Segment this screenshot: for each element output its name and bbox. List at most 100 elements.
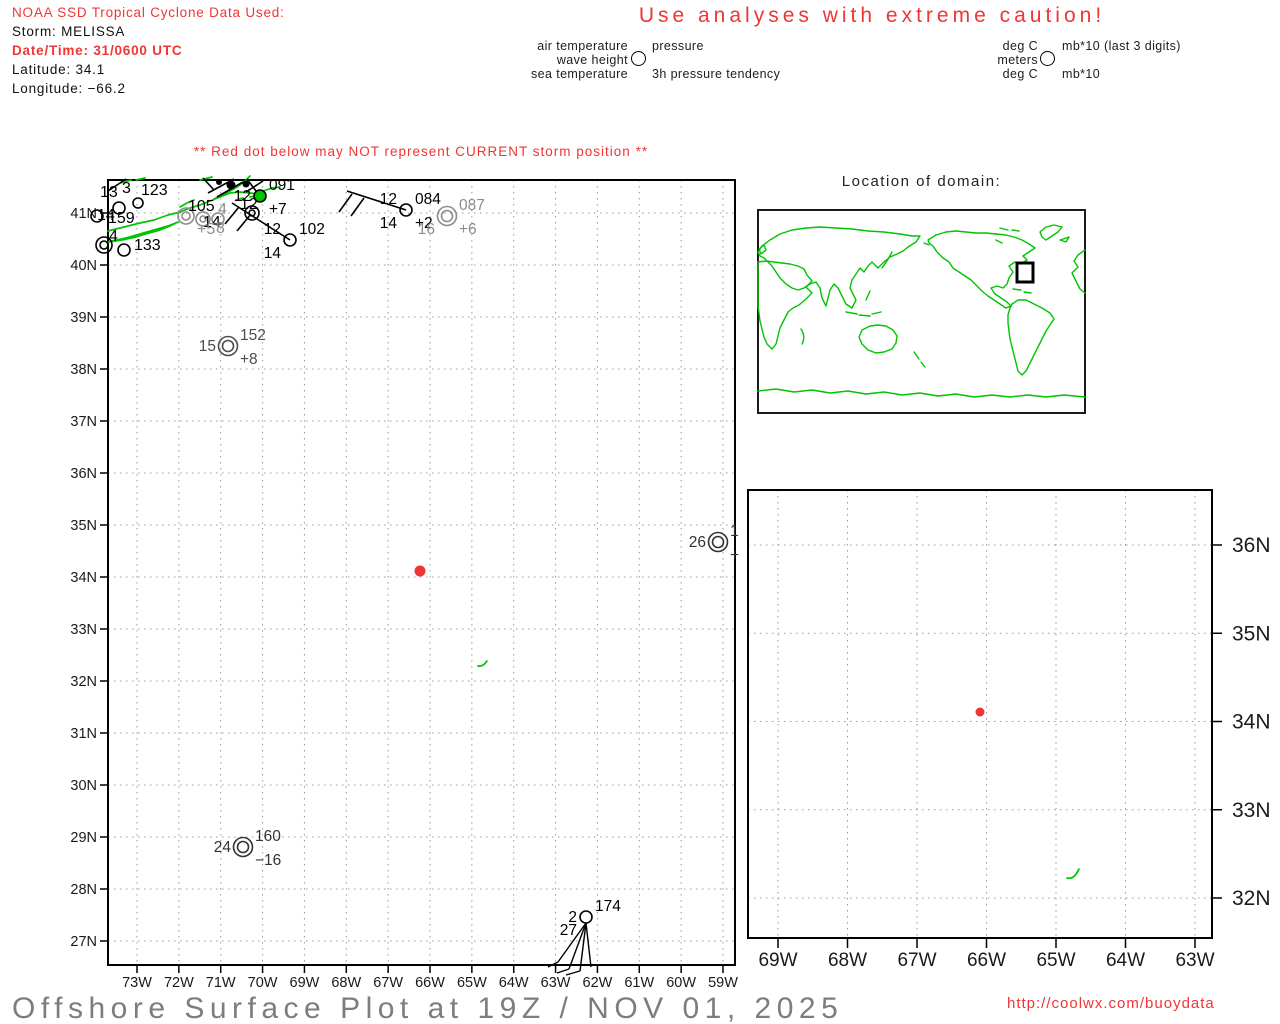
lon-tick-label: 68W: [331, 975, 361, 991]
wind-barb-feather: [556, 968, 570, 974]
continent-outline: [758, 244, 767, 255]
wind-barb-line: [246, 178, 257, 192]
wind-barb-line: [107, 178, 127, 192]
coastline: [107, 191, 259, 232]
lat-tick-label: 35N: [1232, 622, 1271, 645]
domain-rectangle: [1015, 261, 1035, 284]
source-url: http://coolwx.com/buoydata: [1007, 995, 1215, 1012]
legend-units-mb10-digits-label: mb*10 (last 3 digits): [1062, 39, 1181, 53]
lon-tick-label: 64W: [499, 975, 529, 991]
station-circle: [711, 535, 725, 549]
station-model-units-circle-icon: [1040, 51, 1055, 66]
continent-outline: [927, 230, 1036, 309]
storm-position-dot: [975, 707, 985, 717]
lat-tick-label: 38N: [70, 362, 97, 378]
storm-position-dot: [414, 565, 426, 577]
station-circle: [99, 240, 109, 250]
lon-tick-label: 65W: [1036, 950, 1075, 971]
lon-tick-label: 62W: [583, 975, 613, 991]
lat-tick-label: 36N: [1232, 534, 1271, 557]
coastline: [135, 177, 146, 181]
station-circle: [112, 201, 126, 215]
station-circle: [248, 209, 256, 217]
station-circle: [579, 910, 593, 924]
station-circle: [440, 209, 454, 223]
inset-border: [757, 209, 1086, 414]
lon-tick-label: 66W: [967, 950, 1006, 971]
legend-pressure-label: pressure: [652, 39, 704, 53]
station-circle: [117, 243, 131, 257]
tc-source-label: NOAA SSD Tropical Cyclone Data Used:: [12, 5, 285, 20]
station-value-tl: 12: [264, 221, 281, 238]
station-value-tr: 084: [415, 191, 441, 208]
station-value: 4: [109, 228, 118, 245]
wind-barb-feather: [350, 197, 365, 217]
station-value-l: 24: [214, 839, 232, 856]
station-circle: [242, 180, 250, 188]
coastline: [262, 186, 281, 192]
wind-barb-shaft: [568, 922, 587, 970]
lat-tick-label: 33N: [1232, 799, 1271, 822]
station-circle: [283, 233, 297, 247]
storm-longitude: Longitude: −66.2: [12, 81, 126, 96]
lat-tick-label: 31N: [70, 726, 97, 742]
lat-tick-label: 32N: [1232, 887, 1271, 910]
station-circle: [226, 180, 236, 190]
wind-barb-shaft: [231, 202, 291, 241]
station-circle: [90, 209, 104, 223]
station-circle: [132, 197, 144, 209]
station-value: 13: [100, 184, 118, 201]
bermuda-island: [1066, 868, 1080, 880]
station-circle: [95, 236, 113, 254]
station-circle: [707, 531, 729, 553]
lon-tick-label: 64W: [1106, 950, 1145, 971]
station-value-br: −16: [255, 852, 281, 869]
station-plot-ship-087: 16 087 +6: [418, 197, 485, 238]
station-circle: [181, 211, 191, 221]
storm-position-note: ** Red dot below may NOT represent CURRE…: [193, 144, 649, 159]
wind-barb-shaft: [557, 922, 587, 963]
station-value-l: 15: [199, 338, 216, 355]
station-value: 159: [108, 210, 135, 227]
wind-barb-line: [202, 177, 215, 191]
legend-units-degc-top-label: deg C: [1002, 39, 1038, 53]
station-value: 105: [188, 198, 215, 215]
station-value: +5: [197, 221, 215, 238]
station-value-br: +: [730, 547, 739, 564]
legend-wave-height-label: wave height: [556, 53, 628, 67]
station-value-br: +7: [269, 201, 287, 218]
station-plot-buoy-160: 24 160 −16: [214, 828, 282, 869]
station-value-bl: 14: [264, 245, 282, 262]
continent-outline: [999, 227, 1020, 232]
lat-tick-label: 32N: [70, 674, 97, 690]
wind-barb-feather: [236, 213, 252, 232]
wind-barb-line: [216, 181, 244, 198]
lat-tick-label: 34N: [70, 570, 97, 586]
continent-outline: [1071, 249, 1086, 294]
storm-datetime: Date/Time: 31/0600 UTC: [12, 43, 183, 58]
station-value-bl: 27: [560, 922, 577, 939]
plot-title: Offshore Surface Plot at 19Z / NOV 01, 2…: [12, 992, 844, 1024]
lat-tick-label: 28N: [70, 882, 97, 898]
station-circle: [399, 203, 413, 217]
lat-tick-label: 39N: [70, 310, 97, 326]
continent-outline: [757, 226, 921, 309]
lon-tick-label: 67W: [897, 950, 936, 971]
station-value-tr: 152: [240, 327, 266, 344]
station-circle: [217, 335, 239, 357]
wind-barb-shaft: [579, 922, 587, 972]
lon-tick-label: 70W: [248, 975, 278, 991]
station-value-bl: 16: [418, 221, 435, 238]
station-circle: [436, 205, 458, 227]
station-plot-buoy-102: 12 14 102: [224, 202, 325, 262]
map-border: [107, 179, 736, 966]
continent-outline: [800, 328, 805, 345]
continent-outline: [1039, 224, 1063, 241]
lat-tick-label: 27N: [70, 934, 97, 950]
continent-outline: [913, 351, 926, 368]
station-circle: [195, 211, 211, 227]
lat-tick-label: 41N: [70, 206, 97, 222]
station-value-tr: 087: [459, 197, 485, 214]
storm-latitude: Latitude: 34.1: [12, 62, 106, 77]
